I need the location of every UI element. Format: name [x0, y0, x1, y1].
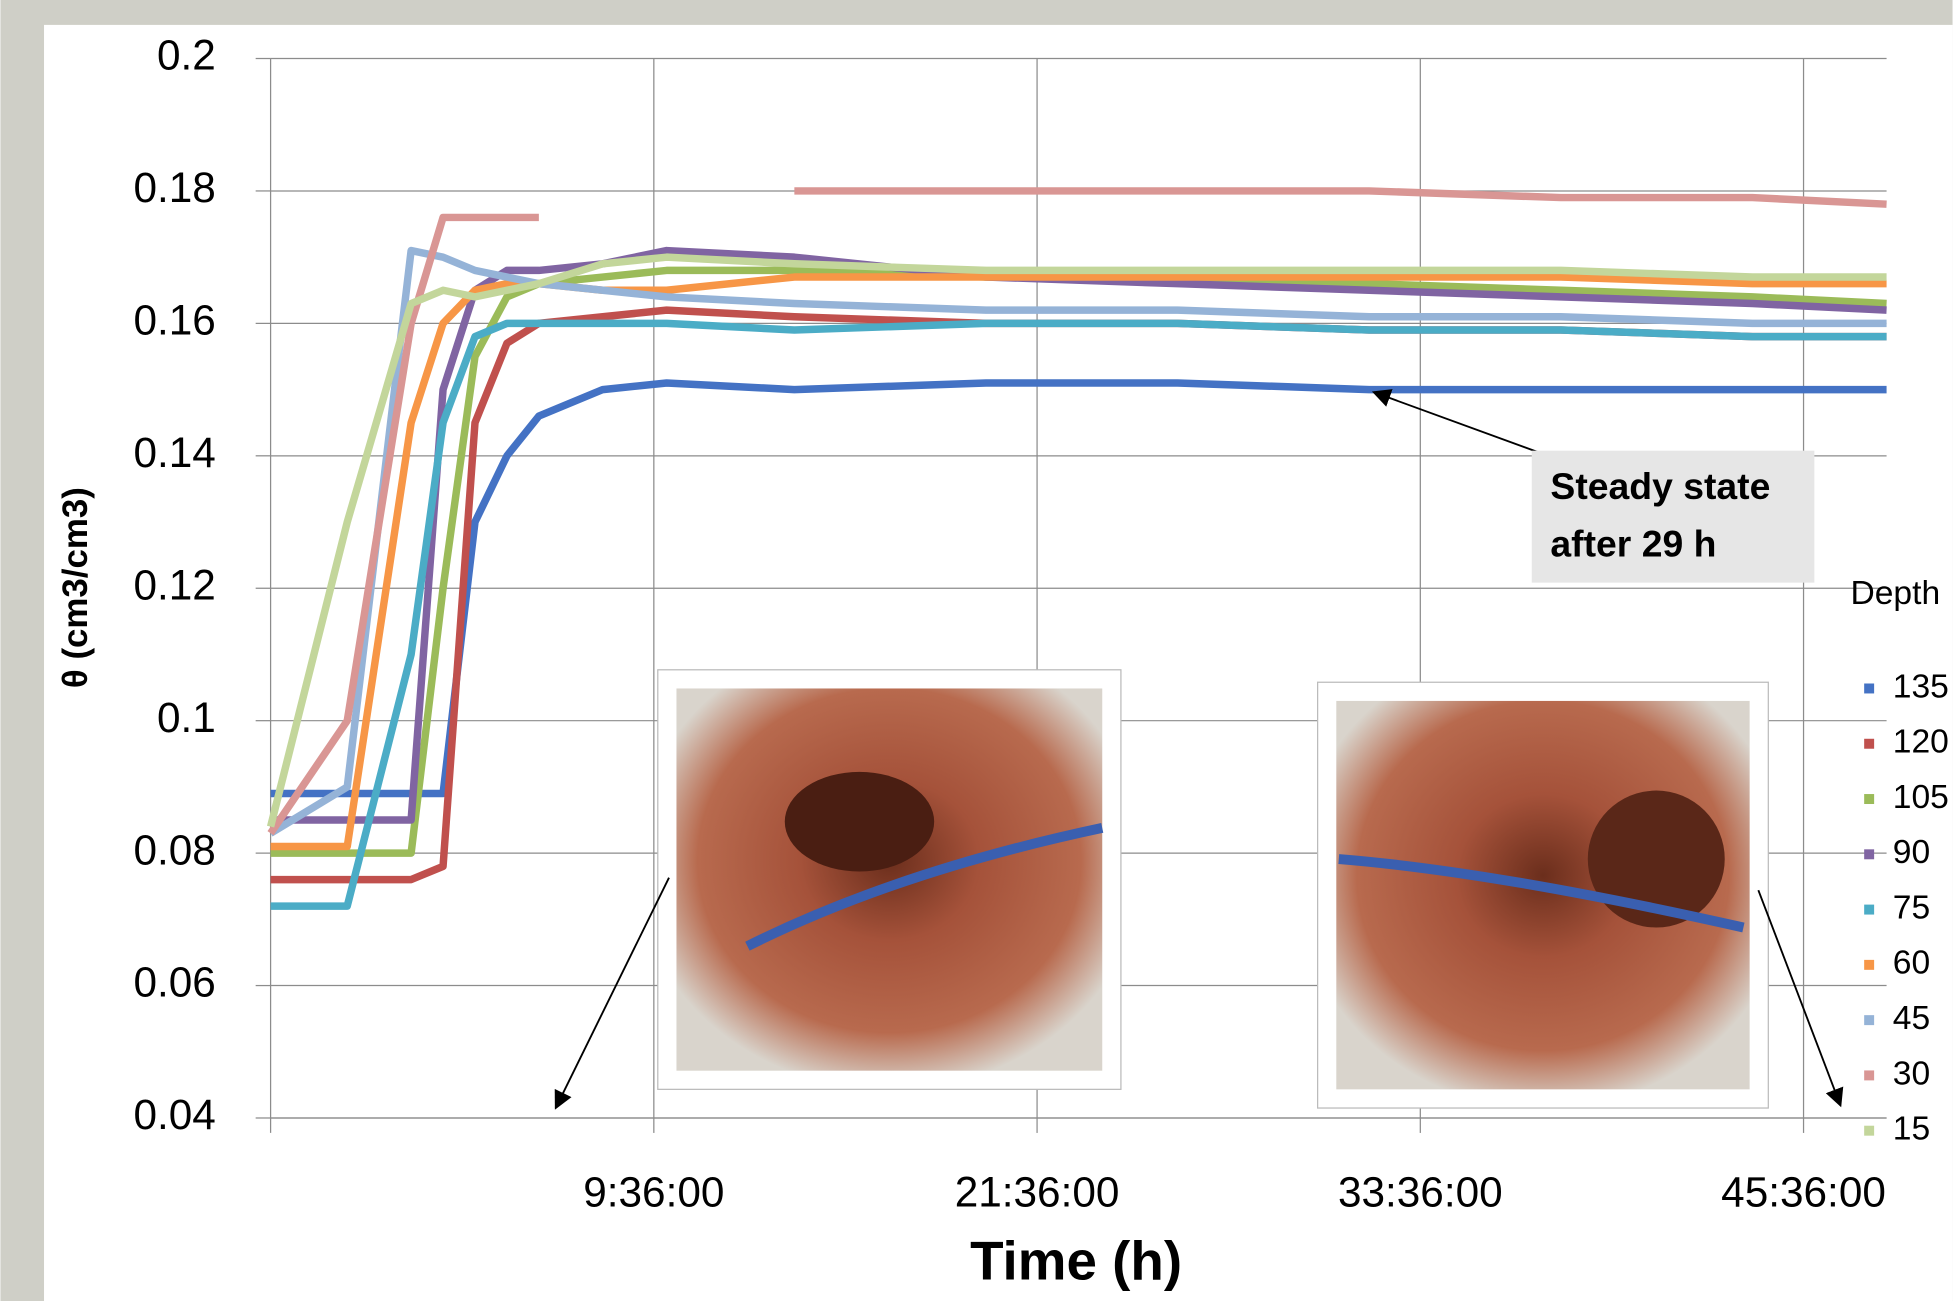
legend-title: Depth: [1850, 575, 1940, 612]
x-tick-label: 33:36:00: [1338, 1168, 1503, 1215]
legend-marker: [1864, 683, 1874, 693]
photo-image: [676, 688, 1102, 1070]
page: {"chart_data": { "type": "line", "x_labe…: [0, 0, 1953, 1301]
y-tick-label: 0.08: [133, 826, 215, 873]
x-axis-label: Time (h): [970, 1229, 1182, 1291]
legend-label: 90: [1893, 834, 1930, 871]
legend-label: 45: [1893, 1000, 1930, 1037]
annotation: after 29 h: [1550, 522, 1716, 564]
legend-marker: [1864, 960, 1874, 970]
y-tick-label: 0.18: [133, 164, 215, 211]
y-tick-label: 0.16: [133, 297, 215, 344]
y-axis-label: θ (cm3/cm3): [56, 487, 95, 688]
x-tick-label: 45:36:00: [1721, 1168, 1886, 1215]
legend-label: 135: [1893, 668, 1949, 705]
y-tick-label: 0.06: [133, 959, 215, 1006]
y-tick-label: 0.2: [157, 32, 216, 79]
y-tick-label: 0.14: [133, 429, 215, 476]
legend-label: 105: [1893, 779, 1949, 816]
legend-label: 60: [1893, 945, 1930, 982]
panel: [44, 25, 1953, 1301]
legend-label: 15: [1893, 1111, 1930, 1148]
legend-marker: [1864, 905, 1874, 915]
legend-marker: [1864, 849, 1874, 859]
legend-marker: [1864, 794, 1874, 804]
legend-marker: [1864, 1015, 1874, 1025]
photo-hole: [785, 772, 934, 872]
legend-marker: [1864, 1070, 1874, 1080]
legend-marker: [1864, 739, 1874, 749]
x-tick-label: 21:36:00: [955, 1168, 1120, 1215]
photo-1: [658, 670, 1121, 1090]
x-tick-label: 9:36:00: [583, 1168, 724, 1215]
y-tick-label: 0.04: [133, 1091, 215, 1138]
legend-marker: [1864, 1126, 1874, 1136]
y-tick-label: 0.12: [133, 561, 215, 608]
photo-2: [1318, 682, 1769, 1108]
legend-label: 120: [1893, 724, 1949, 761]
chart: 0.04 0.06 0.08 0.1 0.12 0.14 0.16 0.18 0.2 9:36:0…: [0, 0, 1953, 1301]
annotation: Steady state: [1550, 465, 1770, 507]
legend-label: 75: [1893, 889, 1930, 926]
legend-label: 30: [1893, 1055, 1930, 1092]
y-tick-label: 0.1: [157, 694, 216, 741]
